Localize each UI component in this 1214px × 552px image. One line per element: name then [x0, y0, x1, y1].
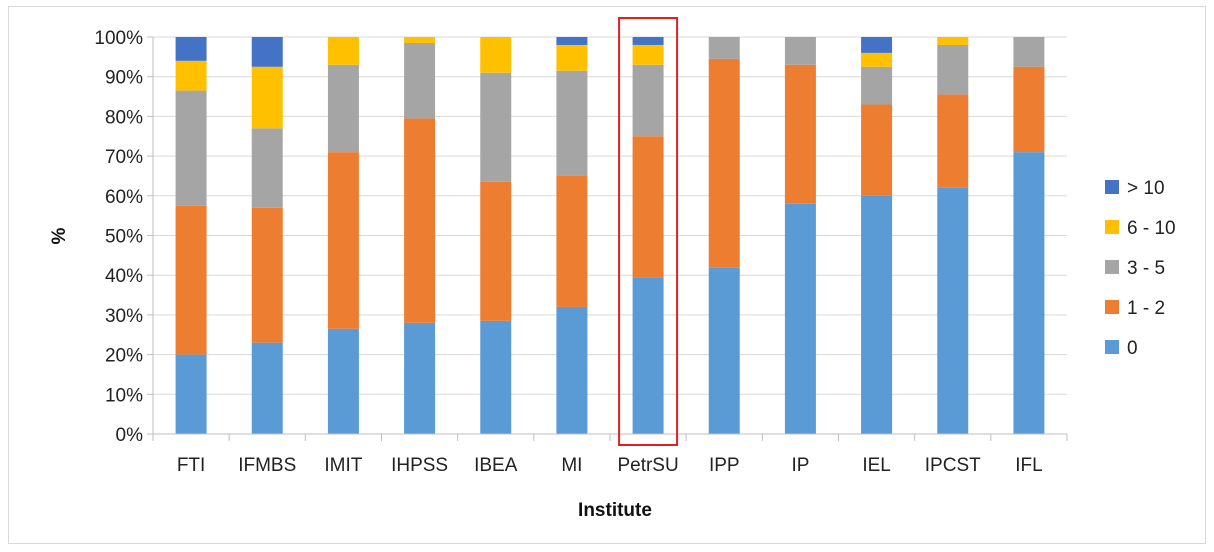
x-tick-label: IBEA [474, 455, 518, 476]
bar-segment [327, 64, 359, 153]
x-tick-label: IP [791, 455, 809, 476]
y-axis-title: % [49, 227, 70, 244]
legend: > 10 6 - 10 3 - 5 1 - 2 0 [1105, 178, 1176, 359]
bar-segment [480, 181, 512, 321]
x-tick-label: IEL [862, 455, 891, 476]
bar-segment [175, 60, 207, 91]
x-tick-label: IMIT [324, 455, 362, 476]
bar-segment [251, 37, 283, 67]
bar-segment [708, 37, 740, 59]
x-tick-label: FTI [177, 455, 206, 476]
bar-segment [861, 37, 893, 53]
bar-segment [1013, 37, 1045, 67]
highlight-rectangle [618, 17, 679, 446]
bar-segment [556, 37, 588, 45]
bar-segment [556, 306, 588, 434]
x-tick-label: IFL [1015, 455, 1042, 476]
y-tick-label: 60% [105, 187, 143, 208]
bar-segment [175, 354, 207, 434]
bar-segment [404, 118, 436, 323]
y-tick-label: 90% [105, 68, 143, 89]
bar-segment [937, 94, 969, 188]
tick-labels: 0% 10% 20% 30% 40% 50% 60% 70% 80% 90% 100% FTI IFMB… [94, 28, 1042, 476]
bar-segment [556, 70, 588, 176]
bar-segment [556, 175, 588, 307]
bar-segment [784, 37, 816, 65]
y-tick-label: 30% [105, 306, 143, 327]
bar-segment [784, 203, 816, 434]
bar-segment [632, 44, 664, 65]
y-tick-label: 80% [105, 107, 143, 128]
bar-segment [784, 64, 816, 204]
bar-segment [327, 328, 359, 434]
bar-segment [708, 58, 740, 268]
x-tick-label: PetrSU [617, 455, 678, 476]
bar-segment [556, 44, 588, 71]
bar-segment [480, 72, 512, 182]
bar-segment [632, 64, 664, 137]
bar-segment [327, 152, 359, 329]
y-tick-label: 0% [116, 425, 144, 446]
bar-segment [480, 37, 512, 73]
bar-segment [175, 205, 207, 355]
bar-segment [404, 42, 436, 119]
bar-segment [1013, 152, 1045, 434]
legend-swatch [1105, 300, 1119, 314]
bar-segment [861, 104, 893, 196]
gridlines [153, 36, 1067, 435]
legend-label: 1 - 2 [1127, 298, 1165, 319]
x-tick-label: IPP [709, 455, 740, 476]
x-tick-label: IHPSS [391, 455, 448, 476]
bar-segment [251, 342, 283, 434]
x-tick-label: IPCST [925, 455, 981, 476]
bar-segment [404, 37, 436, 43]
legend-label: 3 - 5 [1127, 258, 1165, 279]
bar-segment [327, 37, 359, 65]
legend-label: 6 - 10 [1127, 218, 1176, 239]
legend-swatch [1105, 180, 1119, 194]
legend-label: 0 [1127, 338, 1138, 359]
legend-label: > 10 [1127, 178, 1165, 199]
bar-segment [937, 44, 969, 95]
legend-swatch [1105, 260, 1119, 274]
bar-segment [1013, 66, 1045, 153]
bar-segment [404, 322, 436, 434]
highlight-box [618, 17, 679, 446]
bar-segment [861, 52, 893, 67]
bar-segment [861, 66, 893, 105]
bars [175, 37, 1045, 434]
y-tick-label: 100% [94, 28, 143, 49]
bar-segment [251, 207, 283, 343]
y-tick-label: 10% [105, 385, 143, 406]
legend-swatch [1105, 340, 1119, 354]
bar-segment [251, 128, 283, 208]
bar-segment [632, 277, 664, 434]
bar-segment [251, 66, 283, 129]
bar-segment [632, 136, 664, 278]
x-tick-label: MI [561, 455, 582, 476]
bar-segment [632, 37, 664, 45]
x-tick-label: IFMBS [238, 455, 296, 476]
axes [147, 36, 1068, 441]
y-tick-label: 50% [105, 227, 143, 248]
bar-segment [480, 320, 512, 434]
bar-segment [937, 187, 969, 434]
legend-swatch [1105, 220, 1119, 234]
x-axis-title: Institute [578, 500, 652, 521]
bar-segment [175, 90, 207, 206]
bar-segment [937, 37, 969, 45]
bar-segment [175, 37, 207, 61]
y-tick-label: 20% [105, 346, 143, 367]
y-tick-label: 40% [105, 266, 143, 287]
bar-segment [861, 195, 893, 434]
y-tick-label: 70% [105, 147, 143, 168]
bar-segment [708, 267, 740, 434]
